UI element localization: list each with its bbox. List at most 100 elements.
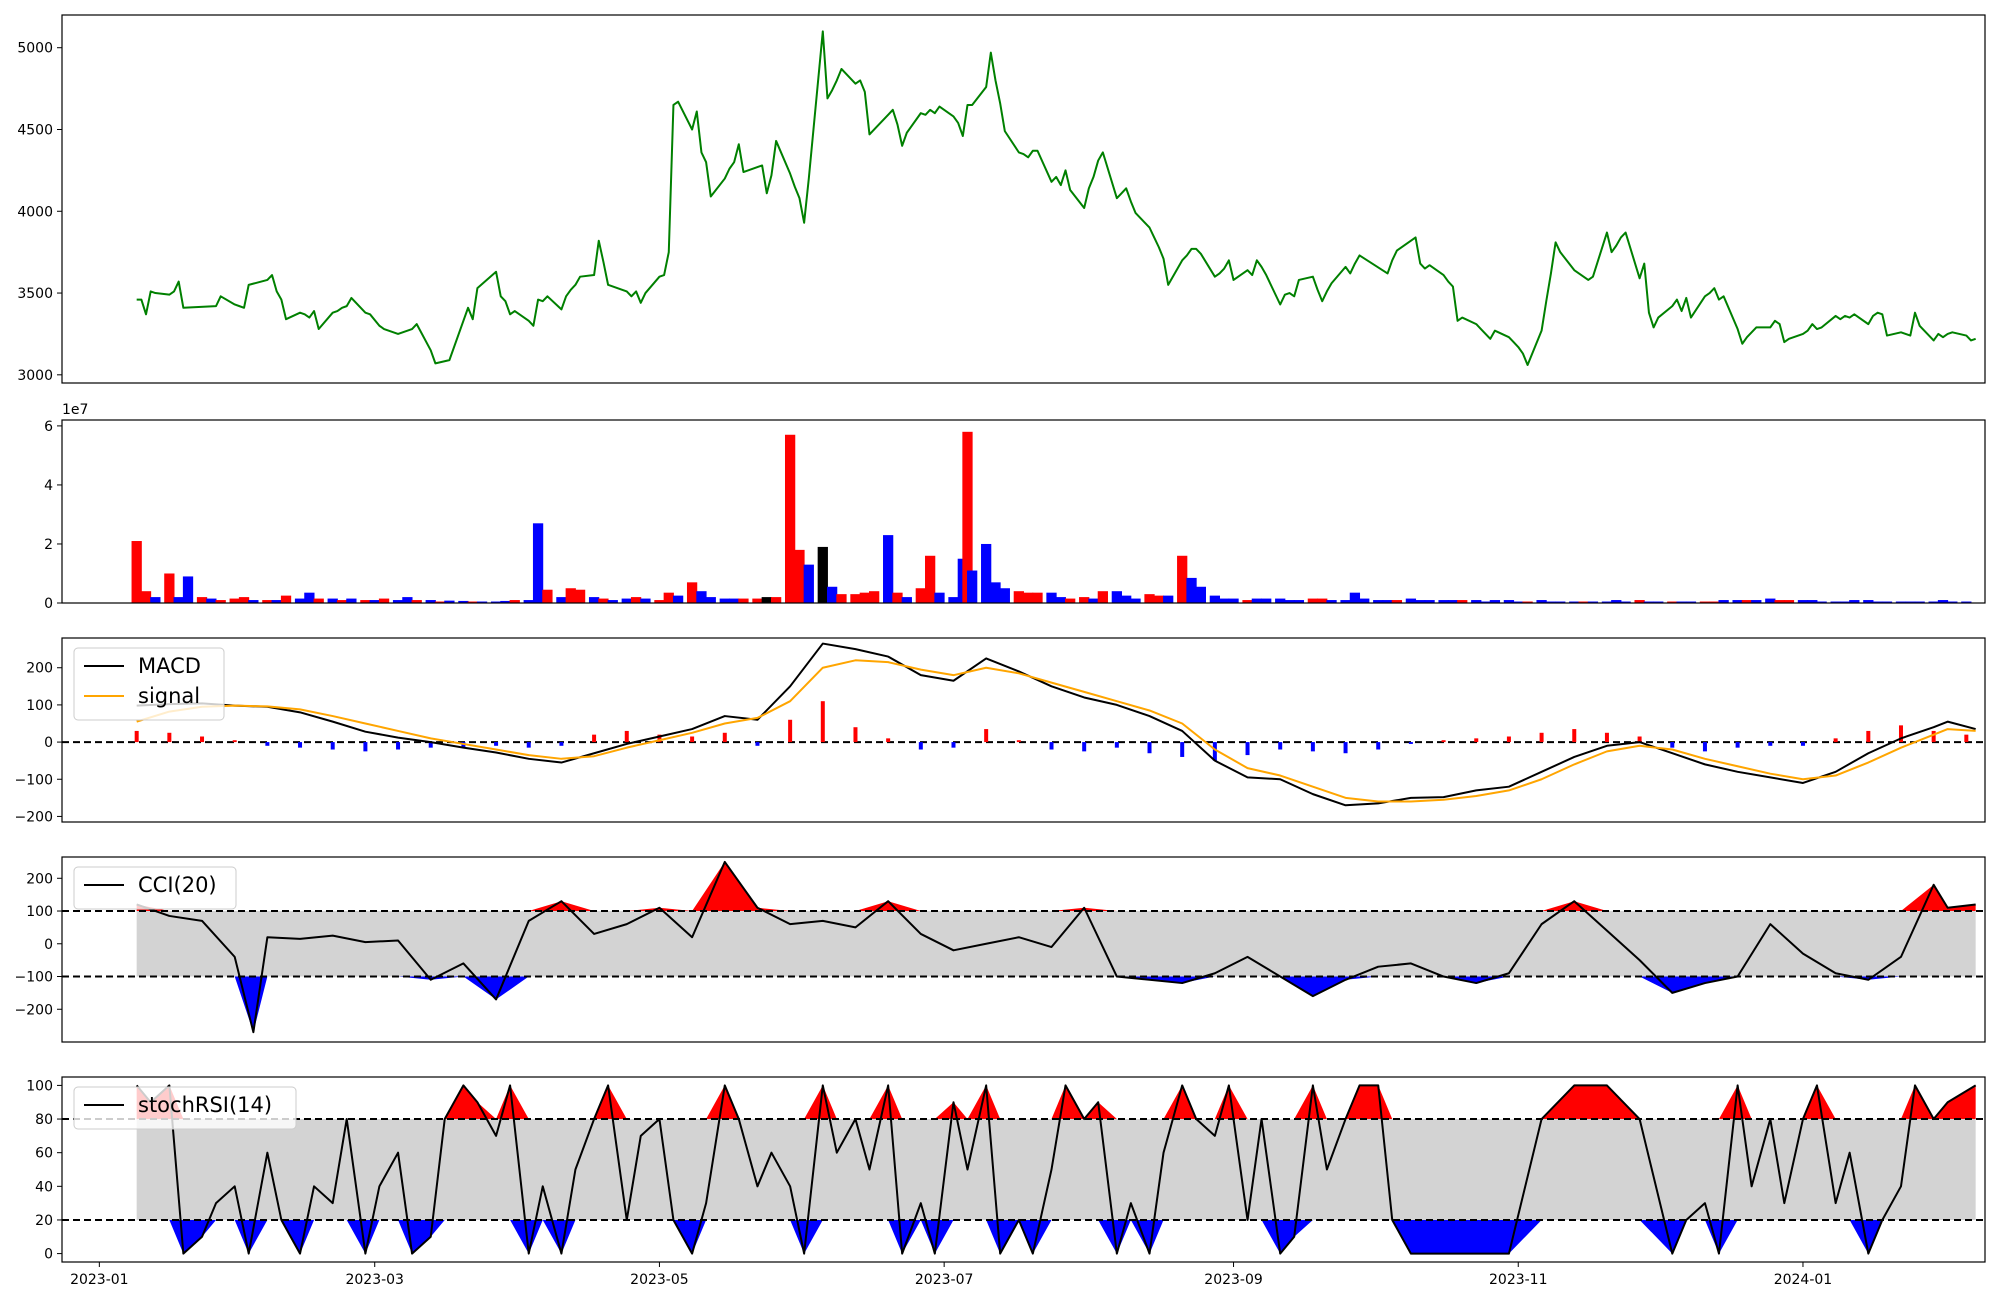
volume-bar <box>327 598 338 603</box>
volume-bar <box>1872 601 1883 603</box>
volume-bar <box>1153 595 1164 603</box>
volume-bar <box>640 598 651 603</box>
volume-bar <box>1751 600 1762 603</box>
macd-histogram-bar <box>134 730 139 743</box>
volume-bar <box>1373 600 1384 603</box>
volume-bar <box>999 588 1010 603</box>
volume-bar <box>1405 598 1417 603</box>
volume-bar <box>1382 600 1393 603</box>
y-tick-label: 3000 <box>17 368 53 384</box>
volume-bar <box>1284 600 1295 603</box>
volume-bar <box>1055 597 1066 603</box>
volume-bar <box>1438 600 1449 603</box>
macd-histogram-bar <box>396 742 401 750</box>
macd-histogram-bar <box>918 742 923 750</box>
volume-bar <box>294 598 306 603</box>
volume-bar <box>1839 601 1851 603</box>
volume-bar <box>1144 594 1155 603</box>
volume-bar <box>304 592 315 603</box>
volume-bar <box>1947 601 1958 603</box>
volume-bar <box>196 597 208 603</box>
volume-bar <box>948 597 959 603</box>
volume-bar <box>1536 600 1547 603</box>
macd-histogram-bar <box>1049 742 1054 750</box>
volume-bar <box>378 598 390 603</box>
volume-bar <box>1830 601 1841 603</box>
volume-bar <box>1079 597 1090 603</box>
legend-box <box>73 1086 297 1130</box>
axes-frame <box>61 1076 1986 1263</box>
volume-bar <box>663 592 674 603</box>
volume-bar <box>238 597 250 603</box>
volume-bar <box>981 543 992 603</box>
volume-bar <box>1424 600 1435 603</box>
macd-histogram-bar <box>330 742 335 750</box>
y-tick-label: 4000 <box>17 204 53 220</box>
volume-bar <box>859 592 870 603</box>
volume-bar <box>1555 601 1566 603</box>
volume-bar <box>1587 601 1599 603</box>
x-tick-label: 2023-05 <box>630 1272 689 1288</box>
macd-histogram-bar <box>1506 736 1511 743</box>
volume-bar <box>1685 601 1697 603</box>
y-tick-label: 0 <box>44 1247 53 1263</box>
y-tick-label: 200 <box>26 871 53 887</box>
volume-bar <box>836 594 847 603</box>
volume-bar <box>1569 601 1580 603</box>
volume-bar <box>556 597 567 603</box>
volume-bar <box>1709 601 1720 603</box>
volume-bar <box>1545 601 1557 603</box>
macd-histogram-bar <box>1343 742 1348 754</box>
volume-bar <box>434 601 446 603</box>
macd-histogram-bar <box>755 742 760 746</box>
volume-bar <box>1783 600 1795 603</box>
macd-histogram-bar <box>1310 742 1315 752</box>
macd-histogram-bar <box>232 740 237 743</box>
volume-bar <box>962 431 973 603</box>
macd-histogram-bar <box>1441 740 1446 743</box>
volume-bar <box>1471 600 1482 603</box>
band-fill <box>136 911 1976 977</box>
macd-histogram-bar <box>1604 732 1609 743</box>
volume-bar <box>131 541 142 603</box>
macd-histogram-bar <box>984 729 989 743</box>
legend: MACD signal <box>73 647 225 721</box>
volume-bar <box>1111 591 1122 603</box>
volume-bar <box>1065 598 1076 603</box>
volume-bar <box>915 588 926 603</box>
volume-bar <box>1928 601 1939 603</box>
volume-bar <box>262 600 273 603</box>
macd-histogram-bar <box>1768 742 1773 746</box>
legend-label: CCI(20) <box>138 873 217 897</box>
volume-bar <box>360 600 371 603</box>
y-tick-label: −200 <box>15 1002 53 1018</box>
volume-bar <box>1807 600 1818 603</box>
volume-bar <box>990 582 1001 603</box>
volume-bar <box>1219 598 1230 603</box>
macd-histogram-bar <box>951 742 956 748</box>
macd-histogram-bar <box>428 742 433 748</box>
axes-frame <box>61 856 1986 1043</box>
macd-histogram-bar <box>167 732 172 743</box>
volume-bar <box>1447 600 1459 603</box>
macd-histogram-bar <box>494 742 499 746</box>
volume-bar <box>1097 591 1108 603</box>
macd-histogram-bar <box>1180 742 1185 757</box>
volume-bar <box>1415 600 1426 603</box>
volume-bar <box>901 597 912 603</box>
volume-bar <box>696 591 707 603</box>
volume-bar <box>215 600 226 603</box>
volume-bar <box>523 600 534 603</box>
stochrsi-14--line <box>135 1084 1977 1255</box>
volume-bar <box>1741 600 1753 603</box>
overbought-fill <box>136 861 1976 912</box>
macd-histogram-bar <box>1702 742 1707 752</box>
volume-bar <box>1032 592 1043 603</box>
volume-bar <box>336 600 348 603</box>
volume-bar <box>1242 600 1253 603</box>
y-tick-label: 0 <box>44 596 53 612</box>
x-tick-label: 2023-03 <box>345 1272 404 1288</box>
volume-bar <box>1261 598 1272 603</box>
volume-bar <box>206 598 217 603</box>
